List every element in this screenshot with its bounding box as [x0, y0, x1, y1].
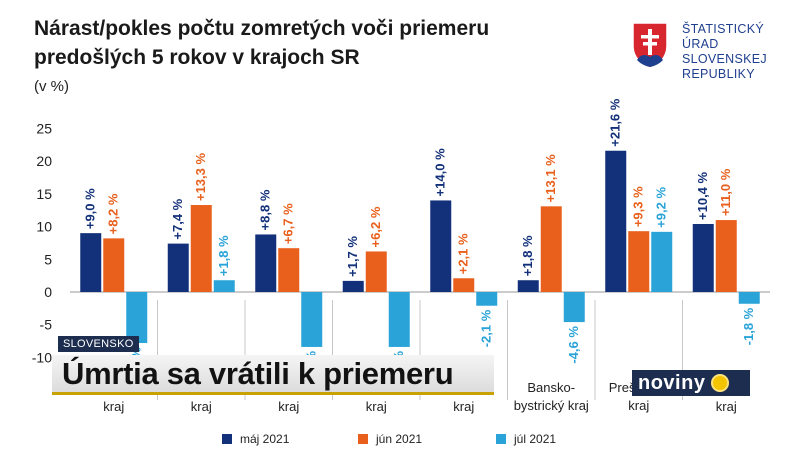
x-tick-label: kraj: [453, 399, 474, 414]
data-label: +7,4 %: [170, 198, 185, 239]
data-label: +1,8 %: [216, 235, 231, 276]
bar: [213, 280, 235, 292]
bar: [715, 220, 737, 292]
data-label: +2,1 %: [456, 233, 471, 274]
legend-item: júl 2021: [496, 432, 556, 446]
bar: [190, 205, 212, 292]
legend-swatch: [358, 434, 368, 444]
y-tick-label: 20: [36, 153, 52, 169]
data-label: +6,7 %: [281, 203, 296, 244]
data-label: -4,6 %: [566, 326, 581, 364]
noviny-logo: noviny: [632, 370, 750, 396]
legend-item: jún 2021: [358, 432, 422, 446]
y-tick-label: -10: [32, 349, 52, 365]
headline-text: Úmrtia sa vrátili k priemeru: [62, 356, 454, 391]
headline-banner: Úmrtia sa vrátili k priemeru: [52, 355, 494, 395]
data-label: +13,1 %: [543, 154, 558, 203]
statistical-office-logo-text: ŠTATISTICKÝ ÚRAD SLOVENSKEJ REPUBLIKY: [682, 22, 767, 82]
brand-name: noviny: [638, 371, 706, 394]
bar: [692, 223, 714, 292]
chart-title-line-1: Nárast/pokles počtu zomretých voči priem…: [34, 17, 490, 40]
legend-swatch: [496, 434, 506, 444]
bar: [540, 206, 562, 292]
bar: [651, 231, 673, 292]
data-label: +8,2 %: [106, 193, 121, 234]
bar: [365, 251, 387, 292]
data-label: +11,0 %: [718, 168, 733, 216]
bar: [517, 280, 539, 292]
bar: [628, 231, 650, 292]
bar: [563, 292, 585, 323]
statistical-office-shield-icon: [632, 22, 668, 69]
bar: [126, 292, 148, 344]
unit-label: (v %): [34, 78, 69, 95]
legend-label: jún 2021: [376, 432, 423, 446]
data-label: +9,0 %: [83, 188, 98, 229]
data-label: +8,8 %: [258, 189, 273, 230]
ticker-label: SLOVENSKO: [58, 336, 139, 352]
logo-line: ŠTATISTICKÝ: [682, 22, 765, 36]
x-tick-label: Bansko-: [527, 380, 575, 395]
bar: [476, 292, 498, 306]
data-label: +1,7 %: [345, 236, 360, 277]
data-label: +1,8 %: [520, 235, 535, 276]
x-tick-label: kraj: [191, 399, 212, 414]
y-tick-label: 25: [36, 121, 52, 137]
bar: [278, 248, 300, 292]
y-tick-label: 0: [44, 284, 52, 300]
x-tick-label: kraj: [103, 399, 124, 414]
y-tick-label: 5: [44, 251, 52, 267]
bar: [167, 243, 189, 292]
logo-line: REPUBLIKY: [682, 67, 755, 81]
logo-line: ÚRAD: [682, 37, 719, 51]
x-tick-label: kraj: [716, 399, 737, 414]
bar: [342, 280, 364, 292]
legend-label: júl 2021: [514, 432, 557, 446]
data-label: +13,3 %: [193, 153, 208, 202]
data-label: +9,2 %: [654, 187, 669, 228]
bar: [255, 234, 277, 292]
y-tick-label: -5: [40, 317, 53, 333]
data-label: +10,4 %: [695, 171, 710, 220]
x-tick-label: kraj: [628, 398, 649, 413]
data-label: +14,0 %: [433, 148, 448, 197]
data-label: -1,8 %: [741, 307, 756, 345]
bar: [103, 238, 125, 292]
logo-line: SLOVENSKEJ: [682, 52, 767, 66]
bar: [738, 292, 760, 304]
y-tick-label: 15: [36, 186, 52, 202]
chart-legend: máj 2021 jún 2021 júl 2021: [0, 432, 800, 450]
data-label: -2,1 %: [479, 309, 494, 347]
bar: [430, 200, 452, 292]
legend-item: máj 2021: [222, 432, 289, 446]
legend-swatch: [222, 434, 232, 444]
y-tick-label: 10: [36, 219, 52, 235]
bar: [388, 292, 410, 347]
data-label: +9,3 %: [631, 186, 646, 227]
brand-circle-icon: [711, 374, 730, 392]
bar: [605, 150, 627, 292]
chart-title: Nárast/pokles počtu zomretých voči priem…: [34, 14, 594, 72]
data-label: +21,6 %: [608, 98, 623, 147]
chart-title-line-2: predošlých 5 rokov v krajoch SR: [34, 46, 360, 69]
bar: [453, 278, 475, 292]
bar: [301, 292, 323, 347]
data-label: +6,2 %: [368, 206, 383, 247]
legend-label: máj 2021: [240, 432, 290, 446]
x-tick-label: kraj: [278, 399, 299, 414]
x-tick-label: bystrický kraj: [514, 398, 589, 413]
x-tick-label: kraj: [366, 399, 387, 414]
bar: [80, 233, 102, 292]
